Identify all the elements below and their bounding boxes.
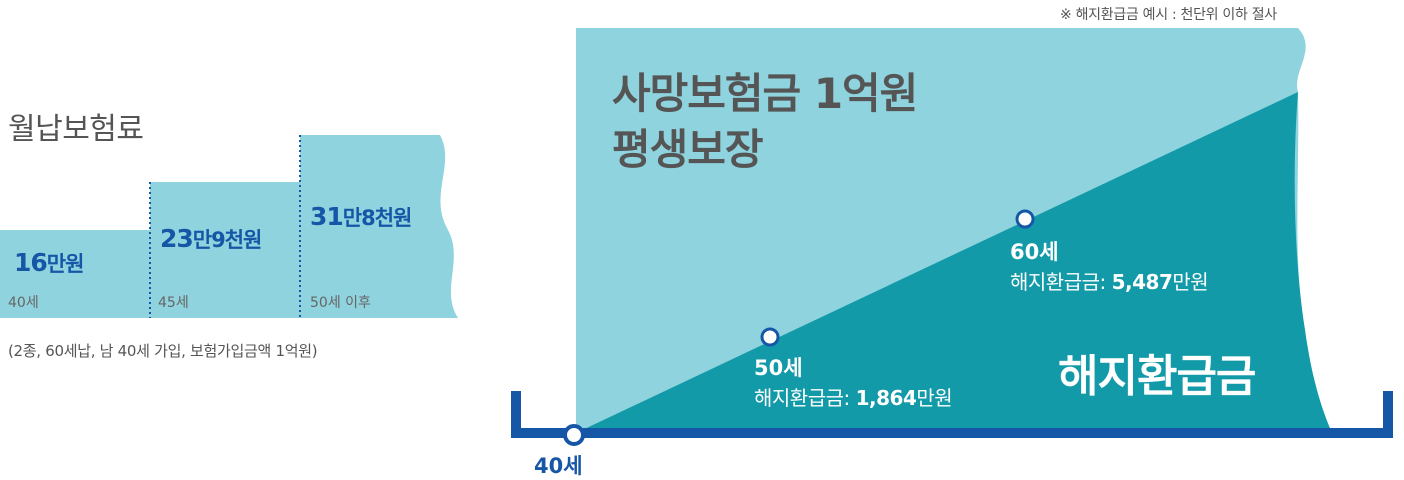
milestone-60-age: 60세 (1010, 240, 1059, 264)
premium-title: 월납보험료 (8, 112, 144, 147)
premium-note: (2종, 60세납, 남 40세 가입, 보험가입금액 1억원) (8, 342, 318, 360)
start-marker (563, 424, 585, 446)
premium-step-3-age: 50세 이후 (310, 295, 371, 311)
milestone-50-age: 50세 (754, 356, 803, 380)
premium-step-2-amount: 23만9천원 (160, 224, 262, 253)
milestone-60-refund: 해지환급금: 5,487만원 (1010, 270, 1209, 294)
premium-step-2-age: 45세 (158, 295, 189, 311)
premium-step-3-amount: 31만8천원 (310, 202, 412, 231)
premium-step-2-bar (150, 182, 300, 318)
start-age-label: 40세 (534, 454, 583, 478)
milestone-50-refund: 해지환급금: 1,864만원 (754, 386, 953, 410)
monthly-premium-section: 월납보험료 16만원 40세 23만9천원 45세 31만8천원 50세 이후 … (0, 0, 470, 475)
premium-step-1-bar (0, 230, 150, 318)
premium-step-1-age: 40세 (8, 295, 39, 311)
milestone-50-marker (760, 327, 780, 347)
death-benefit-title: 사망보험금 1억원 평생보장 (612, 66, 918, 178)
timeline-bracket (511, 391, 1393, 438)
death-benefit-title-line2: 평생보장 (612, 125, 764, 174)
refund-label: 해지환급금 (1058, 351, 1256, 402)
premium-step-3-bar (300, 135, 458, 318)
refund-example-note: ※ 해지환급금 예시 : 천단위 이하 절사 (1060, 7, 1277, 23)
premium-step-chart (0, 135, 458, 318)
milestone-60-marker (1015, 209, 1035, 229)
refund-area (576, 92, 1332, 433)
premium-step-1-amount: 16만원 (14, 248, 84, 277)
death-benefit-title-line1: 사망보험금 1억원 (612, 69, 918, 118)
